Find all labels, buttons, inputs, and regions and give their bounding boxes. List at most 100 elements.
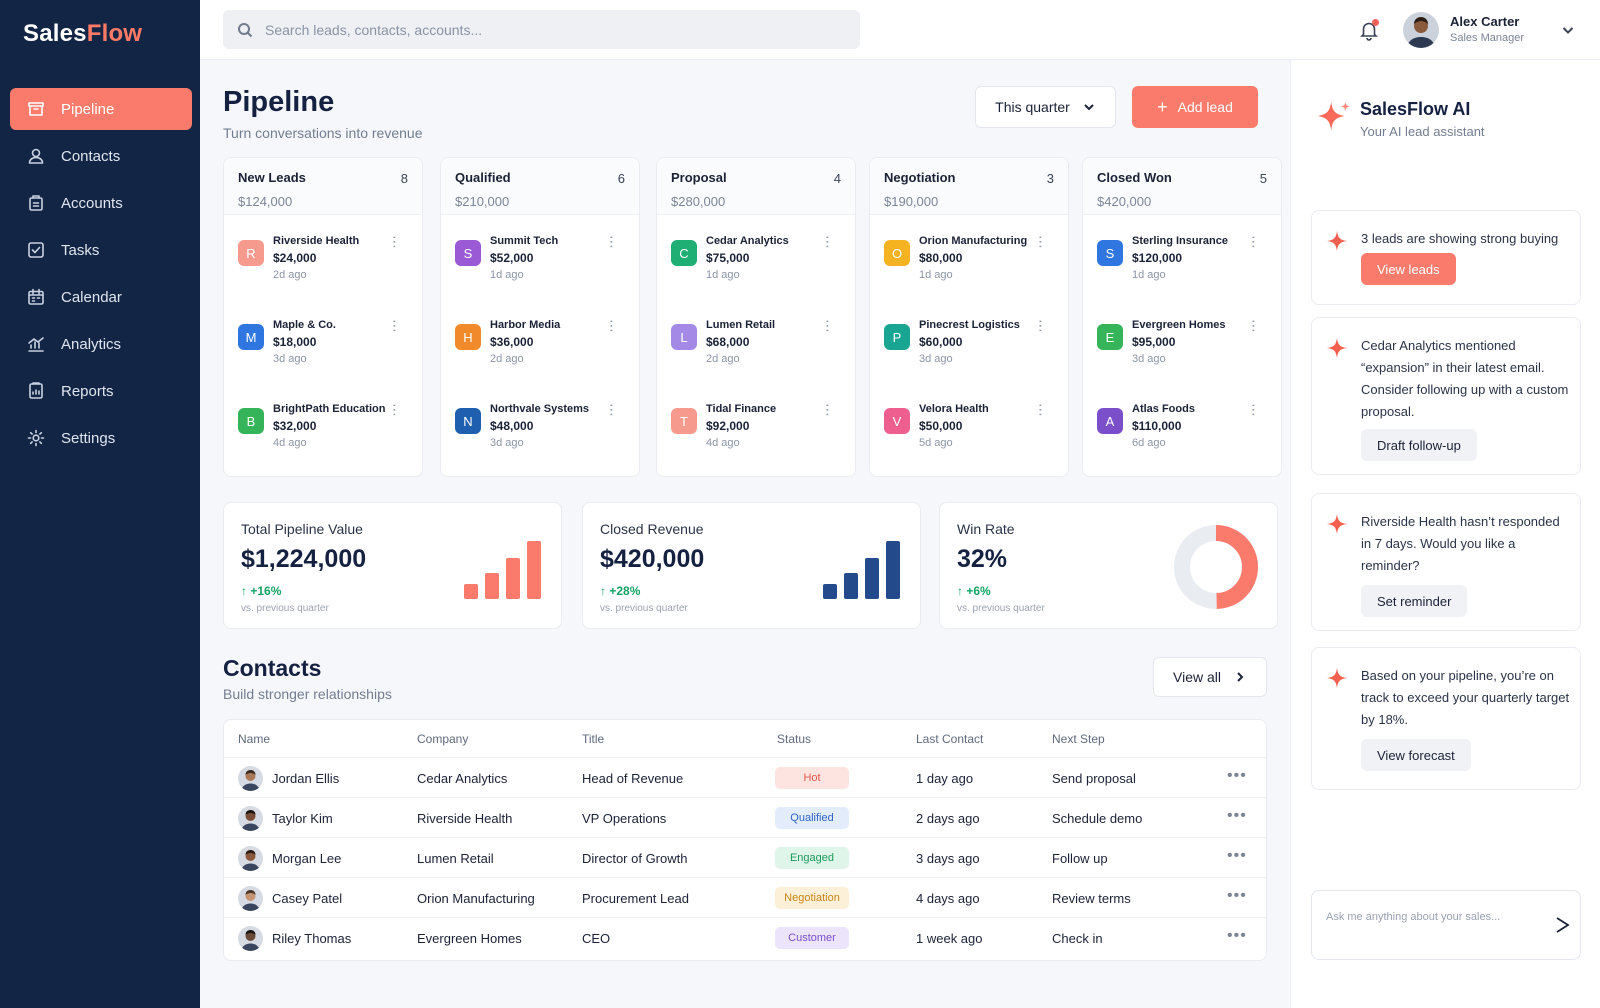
deal-amount: $120,000 [1132,251,1183,265]
contact-name[interactable]: Casey Patel [272,891,343,906]
status-badge: Negotiation [775,887,849,909]
more-icon[interactable]: ••• [1227,887,1247,904]
bar [865,558,879,599]
more-icon[interactable]: ⋯ [387,403,403,417]
more-icon[interactable]: ⋯ [387,235,403,249]
last-contact: 1 week ago [916,931,983,946]
add-lead-button[interactable]: + Add lead [1132,86,1258,128]
contact-name[interactable]: Taylor Kim [272,811,333,826]
next-step: Check in [1052,931,1103,946]
ask-ai-box[interactable] [1311,890,1581,960]
col-header-last-contact[interactable]: Last Contact [916,732,984,746]
deal-card[interactable]: N Northvale Systems $48,000 3d ago ⋯ [455,394,627,454]
more-icon[interactable]: ••• [1227,927,1247,944]
more-icon[interactable]: ⋯ [820,319,836,333]
stat-card-closed-revenue: Closed Revenue $420,000 ↑ +28% vs. previ… [582,502,921,629]
more-icon[interactable]: ⋯ [820,235,836,249]
nav-item-analytics[interactable]: Analytics [10,323,192,365]
brand-logo[interactable]: SalesFlow [23,20,143,47]
column-title: New Leads [238,170,306,185]
col-header-title[interactable]: Title [582,732,605,746]
col-header-status[interactable]: Status [777,732,812,746]
period-dropdown[interactable]: This quarter [975,86,1116,128]
company-avatar: O [884,240,910,266]
stat-card-total-pipeline: Total Pipeline Value $1,224,000 ↑ +16% v… [223,502,562,629]
table-row[interactable]: Riley Thomas Evergreen Homes CEO Customer 1 … [224,918,1266,958]
contact-company: Lumen Retail [417,851,494,866]
nav-item-calendar[interactable]: Calendar [10,276,192,318]
more-icon[interactable]: ••• [1227,807,1247,824]
deal-card[interactable]: R Riverside Health $24,000 2d ago ⋯ [238,226,410,286]
nav-item-pipeline[interactable]: Pipeline [10,88,192,130]
deal-card[interactable]: S Summit Tech $52,000 1d ago ⋯ [455,226,627,286]
deal-company: Harbor Media [490,319,561,331]
search-bar[interactable] [223,10,860,49]
more-icon[interactable]: ⋯ [1033,235,1049,249]
contact-name[interactable]: Jordan Ellis [272,771,340,786]
table-row[interactable]: Taylor Kim Riverside Health VP Operations Q… [224,798,1266,838]
insight-text: Riverside Health hasn’t responded in 7 d… [1361,514,1560,573]
contact-name[interactable]: Riley Thomas [272,931,352,946]
deal-card[interactable]: B BrightPath Education $32,000 4d ago ⋯ [238,394,410,454]
more-icon[interactable]: ⋯ [604,319,620,333]
more-icon[interactable]: ••• [1227,847,1247,864]
contact-company: Cedar Analytics [417,771,508,786]
more-icon[interactable]: ⋯ [387,319,403,333]
nav-item-tasks[interactable]: Tasks [10,229,192,271]
col-header-company[interactable]: Company [417,732,469,746]
more-icon[interactable]: ⋯ [1246,403,1262,417]
column-title: Negotiation [884,170,956,185]
insight-action-button[interactable]: Set reminder [1361,585,1468,617]
deal-card[interactable]: H Harbor Media $36,000 2d ago ⋯ [455,310,627,370]
ai-insight-card: Riverside Health hasn’t responded in 7 d… [1311,493,1581,631]
deal-card[interactable]: C Cedar Analytics $75,000 1d ago ⋯ [671,226,843,286]
more-icon[interactable]: ⋯ [1033,403,1049,417]
insight-action-button[interactable]: View forecast [1361,739,1471,771]
col-header-next-step[interactable]: Next Step [1052,732,1105,746]
more-icon[interactable]: ⋯ [604,403,620,417]
insight-action-button[interactable]: Draft follow-up [1361,429,1477,461]
deal-card[interactable]: M Maple & Co. $18,000 3d ago ⋯ [238,310,410,370]
col-header-name[interactable]: Name [238,732,271,746]
view-all-button[interactable]: View all [1153,657,1267,697]
chevron-down-icon[interactable] [1560,22,1576,38]
deal-company: Summit Tech [490,235,559,247]
deal-card[interactable]: A Atlas Foods $110,000 6d ago ⋯ [1097,394,1269,454]
more-icon[interactable]: ••• [1227,767,1247,784]
ask-ai-input[interactable] [1326,911,1526,947]
search-input[interactable] [265,21,845,38]
deal-card[interactable]: E Evergreen Homes $95,000 3d ago ⋯ [1097,310,1269,370]
deal-card[interactable]: V Velora Health $50,000 5d ago ⋯ [884,394,1056,454]
contact-name[interactable]: Morgan Lee [272,851,342,866]
table-row[interactable]: Jordan Ellis Cedar Analytics Head of Reven… [224,758,1266,798]
more-icon[interactable]: ⋯ [1033,319,1049,333]
contacts-title: Contacts [223,655,322,681]
company-avatar: H [455,324,481,350]
user-avatar[interactable] [1403,12,1439,48]
deal-card[interactable]: L Lumen Retail $68,000 2d ago ⋯ [671,310,843,370]
last-contact: 1 day ago [916,771,974,786]
more-icon[interactable]: ⋯ [1246,319,1262,333]
more-icon[interactable]: ⋯ [604,235,620,249]
nav-item-reports[interactable]: Reports [10,370,192,412]
table-row[interactable]: Morgan Lee Lumen Retail Director of Growth… [224,838,1266,878]
table-row[interactable]: Casey Patel Orion Manufacturing Procuremen… [224,878,1266,918]
nav-item-settings[interactable]: Settings [10,417,192,459]
more-icon[interactable]: ⋯ [820,403,836,417]
deal-card[interactable]: O Orion Manufacturing $80,000 1d ago ⋯ [884,226,1056,286]
ai-insight-card: 3 leads are showing strong buying intent… [1311,210,1581,305]
nav-item-accounts[interactable]: Accounts [10,182,192,224]
company-avatar: N [455,408,481,434]
insight-action-button[interactable]: View leads [1361,253,1456,285]
send-icon[interactable] [1552,915,1572,935]
deal-amount: $80,000 [919,251,963,265]
deal-card[interactable]: T Tidal Finance $92,000 4d ago ⋯ [671,394,843,454]
deal-card[interactable]: S Sterling Insurance $120,000 1d ago ⋯ [1097,226,1269,286]
company-avatar: S [455,240,481,266]
deal-age: 2d ago [273,269,307,281]
deal-card[interactable]: P Pinecrest Logistics $60,000 3d ago ⋯ [884,310,1056,370]
more-icon[interactable]: ⋯ [1246,235,1262,249]
nav-item-contacts[interactable]: Contacts [10,135,192,177]
sparkle-icon [1327,231,1347,251]
notifications-button[interactable] [1358,19,1380,41]
